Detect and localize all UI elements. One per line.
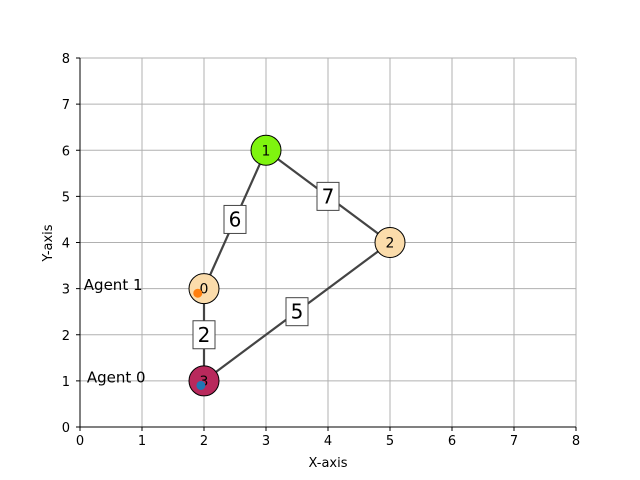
x-tick-label: 6: [448, 434, 456, 449]
agents: Agent 0 Agent 1: [84, 276, 206, 390]
axes: [76, 57, 577, 431]
edge-weight-box: [316, 181, 340, 211]
x-tick-label: 0: [76, 434, 84, 449]
x-tick-label: 4: [324, 434, 332, 449]
y-tick-label: 4: [62, 237, 70, 252]
node-label: 1: [262, 143, 271, 159]
x-tick-label: 3: [262, 434, 270, 449]
y-tick-label: 3: [62, 283, 70, 298]
x-tick-label: 5: [386, 434, 394, 449]
y-tick-label: 1: [62, 375, 70, 390]
node-circle: [188, 365, 220, 397]
agent-marker: [196, 380, 206, 390]
edge-weight-label: 2: [198, 323, 211, 347]
edge-weight-box: [223, 204, 247, 234]
edge-weight-label: 5: [291, 300, 304, 324]
x-tick-labels: 0 1 2 3 4 5 6 7 8: [76, 434, 580, 449]
y-tick-labels: 0 1 2 3 4 5 6 7 8: [62, 52, 70, 436]
edge-weight-box: [285, 297, 309, 327]
edge-weight-box: [192, 320, 216, 350]
grid-lines: [79, 57, 577, 428]
edge-weight-label: 7: [322, 184, 335, 208]
y-tick-label: 6: [62, 144, 70, 159]
y-tick-label: 0: [62, 421, 70, 436]
x-tick-label: 8: [572, 434, 580, 449]
y-tick-label: 8: [62, 52, 70, 67]
y-tick-label: 5: [62, 190, 70, 205]
node-label: 2: [386, 236, 395, 252]
node-circle: [250, 134, 282, 166]
edge-weight-label: 6: [229, 207, 242, 231]
agent-label: Agent 0: [87, 368, 146, 386]
x-tick-label: 1: [138, 434, 146, 449]
y-tick-label: 2: [62, 329, 70, 344]
edge-weight-labels: 6 7 5 2: [192, 181, 340, 350]
x-tick-label: 7: [510, 434, 518, 449]
node-label: 0: [200, 282, 209, 298]
y-axis-label: Y-axis: [41, 224, 56, 262]
agent-marker: [193, 288, 203, 298]
node-label: 3: [200, 374, 209, 390]
graph-edges: [202, 149, 391, 382]
x-tick-label: 2: [200, 434, 208, 449]
y-tick-label: 7: [62, 98, 70, 113]
agent-label: Agent 1: [84, 276, 143, 294]
x-axis-label: X-axis: [309, 456, 348, 471]
node-circle: [374, 227, 406, 258]
